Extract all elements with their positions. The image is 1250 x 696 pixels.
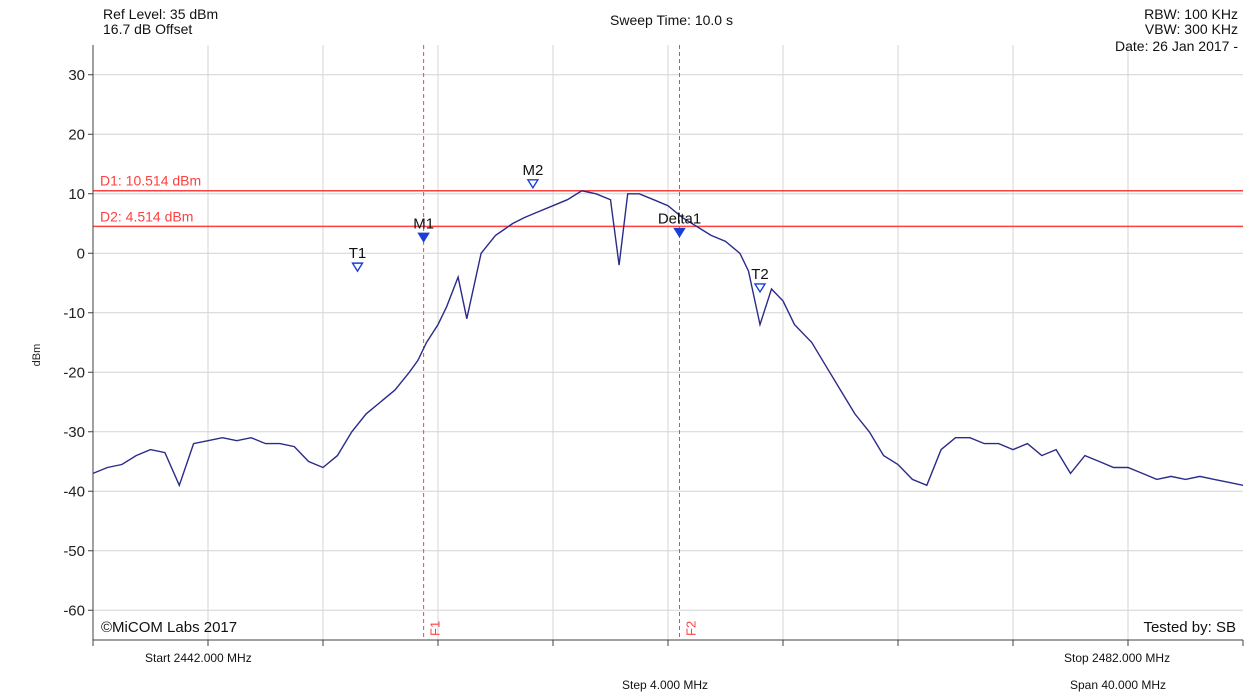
date-text: Date: 26 Jan 2017 - bbox=[1115, 38, 1238, 54]
freq-label: F2 bbox=[684, 621, 699, 636]
marker-label: M2 bbox=[522, 162, 543, 179]
y-tick-label: -20 bbox=[63, 364, 85, 381]
sweep-time-text: Sweep Time: 10.0 s bbox=[610, 12, 733, 28]
y-tick-label: -10 bbox=[63, 305, 85, 322]
limit-label: D2: 4.514 dBm bbox=[100, 208, 193, 224]
y-tick-label: 20 bbox=[68, 126, 85, 143]
marker-symbol bbox=[526, 179, 540, 190]
marker-symbol bbox=[753, 283, 767, 294]
y-tick-label: 10 bbox=[68, 186, 85, 203]
marker-label: M1 bbox=[413, 215, 434, 232]
marker-symbol bbox=[673, 227, 686, 238]
marker-label: Delta1 bbox=[658, 211, 701, 228]
step-freq: Step 4.000 MHz bbox=[622, 678, 709, 692]
grid bbox=[93, 45, 1243, 640]
y-tick-label: -60 bbox=[63, 602, 85, 619]
offset-text: 16.7 dB Offset bbox=[103, 21, 193, 37]
rbw-text: RBW: 100 KHz bbox=[1144, 6, 1238, 22]
y-tick-label: -50 bbox=[63, 543, 85, 560]
ref-level-text: Ref Level: 35 dBm bbox=[103, 6, 219, 22]
marker-symbol bbox=[351, 262, 364, 273]
freq-label: F1 bbox=[428, 621, 443, 636]
marker-label: T1 bbox=[349, 245, 367, 262]
y-axis-label: dBm bbox=[31, 344, 43, 367]
y-tick-label: -40 bbox=[63, 483, 85, 500]
limit-label: D1: 10.514 dBm bbox=[100, 173, 201, 189]
span-freq: Span 40.000 MHz bbox=[1070, 678, 1167, 692]
marker-symbol bbox=[417, 232, 430, 243]
stop-freq: Stop 2482.000 MHz bbox=[1064, 651, 1171, 665]
y-tick-label: 0 bbox=[77, 245, 85, 262]
y-tick-label: -30 bbox=[63, 424, 85, 441]
axes: 30 20 10 0 -10 -20 -30 -40 -50 -60 bbox=[63, 45, 1244, 646]
y-tick-label: 30 bbox=[68, 67, 85, 84]
trace-line bbox=[92, 190, 1244, 488]
markers: T1 M1 M2 Delta1 T2 bbox=[349, 162, 769, 294]
reference-lines: D1: 10.514 dBm D2: 4.514 dBm F1 F2 bbox=[93, 45, 1243, 640]
marker-label: T2 bbox=[751, 266, 769, 283]
vbw-text: VBW: 300 KHz bbox=[1144, 21, 1238, 37]
tested-by-text: Tested by: SB bbox=[1143, 619, 1236, 636]
trace bbox=[92, 190, 1244, 488]
start-freq: Start 2442.000 MHz bbox=[145, 651, 252, 665]
copyright-text: ©MiCOM Labs 2017 bbox=[101, 619, 238, 636]
